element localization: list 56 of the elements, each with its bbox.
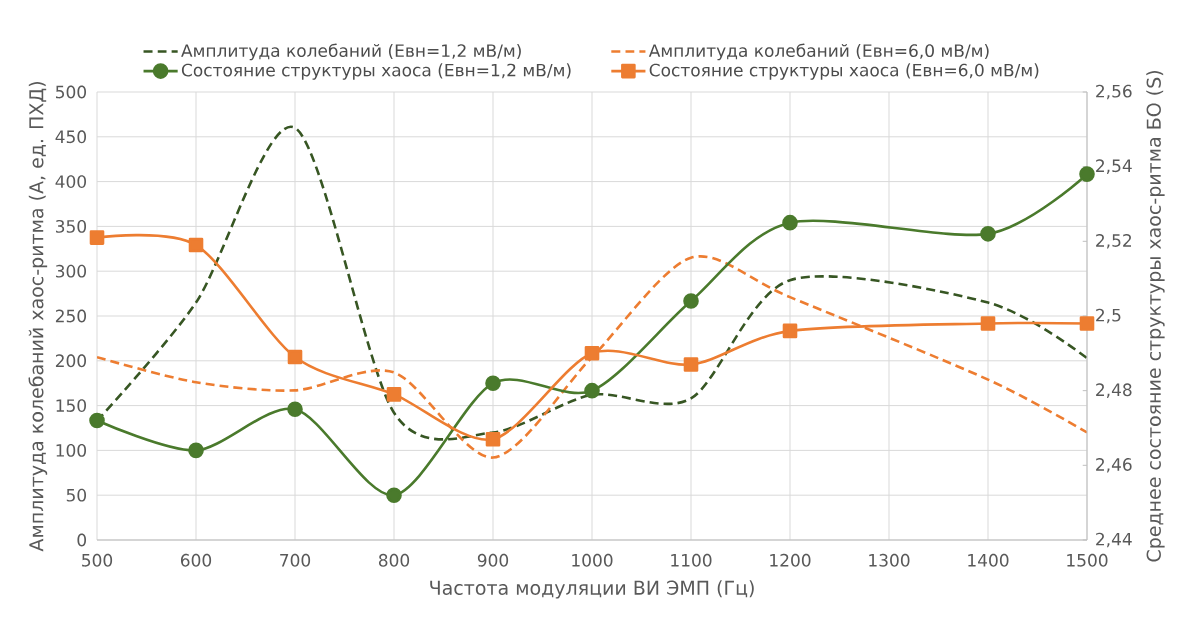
x-tick-label: 1400 (968, 553, 1009, 567)
point (584, 382, 600, 399)
point (188, 442, 204, 459)
x-tick-label: 600 (180, 553, 212, 567)
x-tick-label: 1100 (671, 553, 712, 567)
point (980, 316, 996, 331)
y2-tick-label: 2,54 (1096, 159, 1132, 174)
y-tick-label: 150 (56, 399, 87, 413)
x-tick-label: 1200 (770, 553, 811, 567)
point (386, 487, 402, 503)
x-tick-label: 1000 (572, 553, 613, 567)
y2-tick-label: 2,44 (1096, 532, 1132, 548)
x-axis-title: Частота модуляции ВИ ЭМП (Гц) (430, 580, 754, 599)
point (485, 431, 501, 447)
x-tick-label: 1500 (1067, 553, 1108, 567)
point (188, 237, 204, 253)
y-tick-label: 100 (56, 443, 87, 457)
point (1079, 166, 1095, 182)
y2-tick-label: 2,52 (1096, 234, 1132, 249)
point (782, 214, 798, 231)
point (683, 357, 699, 372)
legend-label: Амплитуда колебаний (Евн=1,2 мВ/м) (181, 43, 521, 61)
x-tick-label: 500 (82, 553, 113, 567)
y2-tick-label: 2,46 (1096, 458, 1132, 473)
y-tick-label: 200 (55, 354, 87, 368)
y-tick-label: 250 (55, 309, 87, 323)
point (1079, 316, 1095, 331)
y-tick-label: 450 (55, 130, 87, 144)
y2-tick-label: 2,48 (1096, 383, 1132, 398)
point (89, 412, 105, 429)
y2-axis-title: Среднее состояние структуры хаос-ритма БО (S) (1146, 71, 1165, 562)
y-tick-label: 350 (56, 219, 87, 233)
x-tick-label: 800 (378, 553, 410, 567)
x-tick-label: 900 (477, 553, 509, 567)
point (89, 230, 105, 245)
x-tick-label: 700 (280, 553, 311, 567)
y-tick-label: 500 (56, 85, 87, 99)
point (485, 375, 501, 391)
legend-label: Состояние структуры хаоса (Евн=1,2 мВ/м) (181, 63, 571, 80)
y-tick-label: 400 (55, 175, 87, 189)
y-tick-label: 50 (66, 488, 87, 502)
point (980, 226, 996, 242)
x-tick-label: 1300 (869, 553, 910, 567)
legend-label: Состояние структуры хаоса (Евн=6,0 мВ/м) (649, 63, 1039, 80)
y-tick-label: 0 (77, 533, 87, 547)
y-tick-label: 300 (56, 264, 87, 278)
point (782, 323, 798, 339)
point (287, 349, 303, 365)
point (287, 401, 303, 418)
point (584, 346, 600, 361)
point (683, 293, 699, 309)
y-axis-title: Амплитуда колебаний хаос-ритма (А, ед. ПХД) (28, 82, 48, 552)
y2-tick-label: 2,5 (1096, 308, 1121, 324)
y2-tick-label: 2,56 (1096, 84, 1132, 100)
point (386, 387, 402, 402)
legend-label: Амплитуда колебаний (Евн=6,0 мВ/м) (648, 43, 989, 61)
